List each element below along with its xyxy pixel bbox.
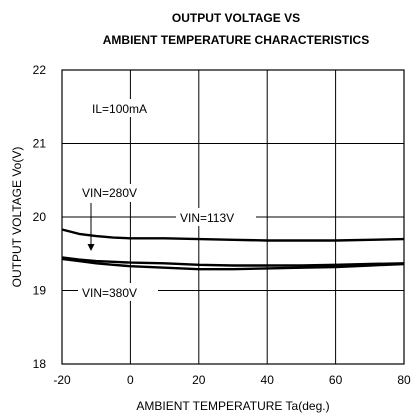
condition-label: IL=100mA [92,102,147,116]
y-tick-label: 18 [33,357,47,371]
y-axis-label: OUTPUT VOLTAGE Vo(V) [10,147,24,288]
plot-frame [61,69,405,365]
y-tick-label: 19 [33,284,47,298]
y-tick-label: 22 [33,63,47,77]
x-tick-label: 80 [397,373,411,387]
x-tick-label: -20 [53,373,71,387]
y-tick-label: 20 [33,210,47,224]
x-tick-label: 0 [127,373,134,387]
series-line-vin113 [61,228,405,242]
chart-title-line2: AMBIENT TEMPERATURE CHARACTERISTICS [103,33,369,47]
vin280-label-bg [78,184,158,202]
vin280-label: VIN=280V [82,186,137,200]
condition-label-bg [88,99,166,117]
x-tick-labels: -20 0 20 40 60 80 [53,373,411,387]
vin380-label: VIN=380V [82,286,137,300]
series-lines [61,228,405,271]
series-line-vin380 [61,257,405,271]
vin113-label: VIN=113V [180,211,234,225]
x-tick-label: 40 [261,373,275,387]
y-tick-labels: 18 19 20 21 22 [33,63,47,371]
series-line-vin280 [61,256,405,267]
x-axis-label: AMBIENT TEMPERATURE Ta(deg.) [136,399,329,413]
vin113-label-bg [176,208,256,226]
x-tick-label: 60 [329,373,343,387]
vin380-label-bg [78,283,158,301]
x-tick-label: 20 [192,373,206,387]
vin280-arrow-head [87,244,95,251]
chart-title-line1: OUTPUT VOLTAGE VS [172,11,300,25]
y-tick-label: 21 [33,137,47,151]
